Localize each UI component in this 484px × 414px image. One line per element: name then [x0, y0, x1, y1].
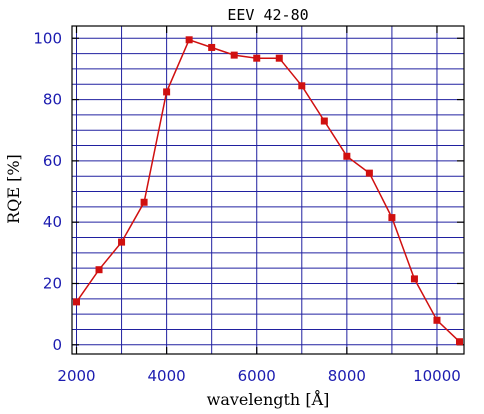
x-axis-label: wavelength [Å]	[207, 389, 330, 409]
data-point	[185, 36, 193, 44]
y-axis-label: RQE [%]	[4, 154, 23, 224]
y-tick-label: 100	[33, 29, 62, 47]
data-point	[388, 214, 396, 222]
grid	[72, 26, 464, 354]
tick-marks	[72, 26, 464, 354]
plot-frame	[71, 25, 465, 355]
data-markers	[73, 36, 463, 346]
data-point	[365, 169, 373, 177]
data-point	[455, 338, 463, 346]
x-tick-label: 2000	[57, 367, 95, 385]
data-point	[73, 298, 81, 306]
data-point	[140, 198, 148, 206]
data-point	[410, 275, 418, 283]
y-tick-labels: 0 20 40 60 80 100	[33, 29, 62, 354]
y-tick-label: 0	[52, 336, 62, 354]
data-point	[433, 316, 441, 324]
y-tick-label: 60	[43, 152, 62, 170]
y-tick-label: 40	[43, 213, 62, 231]
data-point	[95, 266, 103, 274]
series-line	[75, 38, 461, 343]
data-point	[343, 152, 351, 160]
data-point	[320, 117, 328, 125]
chart-title: EEV 42-80	[227, 6, 308, 24]
x-tick-label: 6000	[238, 367, 276, 385]
y-tick-label: 20	[43, 274, 62, 292]
data-point	[298, 82, 306, 90]
data-point	[118, 238, 126, 246]
y-tick-label: 80	[43, 91, 62, 109]
data-point	[208, 43, 216, 51]
x-tick-label: 10000	[413, 367, 461, 385]
x-tick-label: 4000	[148, 367, 186, 385]
x-tick-label: 8000	[328, 367, 366, 385]
data-point	[230, 51, 238, 59]
data-point	[253, 54, 261, 62]
data-point	[275, 54, 283, 62]
data-point	[163, 88, 171, 96]
x-tick-labels: 2000 4000 6000 8000 10000	[57, 367, 460, 385]
